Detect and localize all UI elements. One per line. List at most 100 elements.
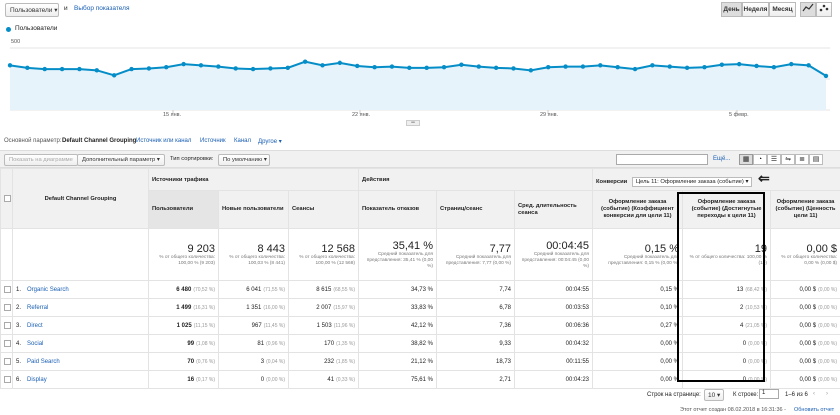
total-value: 00:04:45 bbox=[546, 239, 590, 252]
metric-header[interactable]: Страниц/сеанс bbox=[436, 190, 515, 229]
period-month-button[interactable]: Месяц bbox=[769, 2, 796, 17]
metric-value: 16 bbox=[187, 376, 195, 383]
line-chart-icon[interactable] bbox=[800, 2, 816, 17]
show-on-chart-button[interactable]: Показать на диаграмме bbox=[4, 154, 78, 166]
secondary-dimension-select[interactable]: Дополнительный параметр ▾ bbox=[77, 154, 165, 166]
next-page-icon[interactable]: › bbox=[826, 391, 828, 397]
metric-cell: 00:04:23 bbox=[513, 370, 594, 389]
metric-cell: 0,27 % bbox=[592, 316, 684, 335]
metric-value: 0 bbox=[260, 376, 265, 383]
channel-link[interactable]: Display bbox=[27, 376, 47, 383]
sort-select[interactable]: По умолчанию ▾ bbox=[218, 154, 270, 166]
channel-link[interactable]: Referral bbox=[27, 304, 49, 311]
segment-select[interactable]: Пользователи ▾ bbox=[5, 3, 59, 17]
row-checkbox[interactable] bbox=[4, 321, 11, 329]
metric-header[interactable]: Оформление заказа (событие) (Достигнутые… bbox=[682, 190, 772, 229]
metric-cell: 0 (0,00 %) bbox=[682, 370, 772, 389]
data-point bbox=[320, 63, 325, 68]
metric-share: (0,17 %) bbox=[196, 376, 215, 383]
metric-header[interactable]: Сред. длительность сеанса bbox=[513, 190, 594, 229]
series-line bbox=[9, 60, 827, 77]
period-day-button[interactable]: День bbox=[721, 2, 742, 17]
metric-share: (11,15 %) bbox=[193, 322, 215, 329]
row-checkbox[interactable] bbox=[4, 357, 11, 365]
metric-value: 0 bbox=[742, 340, 747, 347]
channel-link[interactable]: Direct bbox=[27, 322, 43, 329]
metric-share: (0,00 %) bbox=[818, 358, 838, 365]
prev-page-icon[interactable]: ‹ bbox=[813, 391, 815, 397]
data-point bbox=[580, 64, 586, 69]
table-search-input[interactable] bbox=[616, 154, 708, 165]
conversion-label: Конверсии bbox=[596, 179, 628, 185]
period-week-button[interactable]: Неделя bbox=[742, 2, 769, 17]
metric-share: (16,00 %) bbox=[263, 304, 285, 311]
row-checkbox[interactable] bbox=[4, 375, 11, 383]
metric-cell: 00:04:32 bbox=[513, 334, 594, 353]
dim-other-link[interactable]: Другое ▾ bbox=[258, 139, 282, 145]
comparison-view-icon[interactable]: ⇋ bbox=[781, 154, 795, 165]
dim-source-medium-link[interactable]: Источник или канал bbox=[136, 138, 192, 144]
channel-link[interactable]: Social bbox=[27, 340, 44, 347]
metric-cell: 0,00 % bbox=[592, 352, 684, 371]
choose-metric-link[interactable]: Выбор показателя bbox=[74, 5, 130, 12]
data-point bbox=[164, 65, 169, 70]
data-point bbox=[389, 64, 395, 69]
metric-header[interactable]: Показатель отказов bbox=[358, 190, 437, 229]
row-checkbox[interactable] bbox=[4, 285, 11, 293]
chart-resize-handle[interactable]: ═ bbox=[406, 120, 420, 126]
data-point bbox=[598, 63, 603, 68]
pie-view-icon[interactable]: ◔ bbox=[753, 154, 767, 165]
table-view-icon[interactable]: ▦ bbox=[739, 154, 753, 165]
channel-link[interactable]: Paid Search bbox=[27, 358, 60, 365]
metric-header[interactable]: Оформление заказа (событие) (Ценность це… bbox=[770, 190, 840, 229]
metric-value: 6,78 bbox=[499, 304, 511, 311]
metric-value: 21,12 % bbox=[410, 358, 433, 365]
metric-share: (70,52 %) bbox=[193, 286, 215, 293]
metric-value: 00:06:36 bbox=[565, 322, 590, 329]
select-all-checkbox[interactable] bbox=[4, 194, 11, 202]
metric-value: 967 bbox=[251, 322, 262, 329]
metric-header[interactable]: Новые пользователи bbox=[218, 190, 289, 229]
term-cloud-view-icon[interactable]: ≣ bbox=[795, 154, 809, 165]
scatter-chart-icon[interactable] bbox=[816, 2, 832, 17]
dimension-header[interactable]: Default Channel Grouping bbox=[12, 168, 149, 229]
rows-per-page-select[interactable]: 10 ▾ bbox=[704, 389, 725, 401]
performance-view-icon[interactable]: ☰ bbox=[767, 154, 781, 165]
data-point bbox=[615, 65, 620, 70]
row-checkbox[interactable] bbox=[4, 303, 11, 311]
data-point bbox=[424, 65, 429, 71]
row-number: 6. bbox=[16, 376, 22, 383]
metric-header[interactable]: Пользователи bbox=[148, 190, 219, 229]
table-toolbar: Показать на диаграмме Дополнительный пар… bbox=[0, 150, 840, 168]
data-point bbox=[337, 60, 343, 66]
dim-medium-link[interactable]: Канал bbox=[234, 138, 251, 144]
metric-header[interactable]: Оформление заказа (событие) (Коэффициент… bbox=[592, 190, 684, 229]
data-point bbox=[823, 73, 829, 79]
metric-share: (16,31 %) bbox=[193, 304, 215, 311]
select-all-cell bbox=[0, 168, 13, 229]
data-point bbox=[771, 65, 777, 70]
metric-value: 99 bbox=[187, 340, 195, 347]
metric-value: 0,00 $ bbox=[799, 304, 817, 311]
total-subtext: Средний показатель для представления: 00… bbox=[521, 251, 590, 269]
advanced-filter-link[interactable]: Ещё... bbox=[713, 156, 731, 162]
data-point bbox=[563, 64, 568, 69]
metric-header[interactable]: Сеансы bbox=[288, 190, 359, 229]
acquisition-group-header: Источники трафика bbox=[148, 168, 359, 191]
metric-cell: 1 025 (11,15 %) bbox=[148, 316, 219, 335]
data-point bbox=[250, 66, 256, 72]
metric-cell: 21,12 % bbox=[358, 352, 437, 371]
table-row: 3. Direct 1 025 (11,15 %) 967 (11,45 %) 1 503(… bbox=[0, 316, 840, 335]
pivot-view-icon[interactable]: ▤ bbox=[809, 154, 823, 165]
channel-link[interactable]: Organic Search bbox=[27, 286, 69, 293]
dim-source-link[interactable]: Источник bbox=[200, 138, 226, 144]
goto-row-input[interactable]: 1 bbox=[759, 389, 779, 399]
metric-share: (0,00 %) bbox=[818, 340, 838, 347]
row-checkbox[interactable] bbox=[4, 339, 11, 347]
goal-select[interactable]: Цель 11: Оформление заказа (событие) ▾ bbox=[631, 177, 753, 187]
metric-value: 1 503 bbox=[316, 322, 332, 329]
refresh-report-link[interactable]: Обновить отчет bbox=[794, 407, 835, 413]
metric-value: 13 bbox=[736, 286, 744, 293]
metric-share: (0,00 %) bbox=[818, 322, 838, 329]
metric-share: (1,85 %) bbox=[336, 358, 355, 365]
